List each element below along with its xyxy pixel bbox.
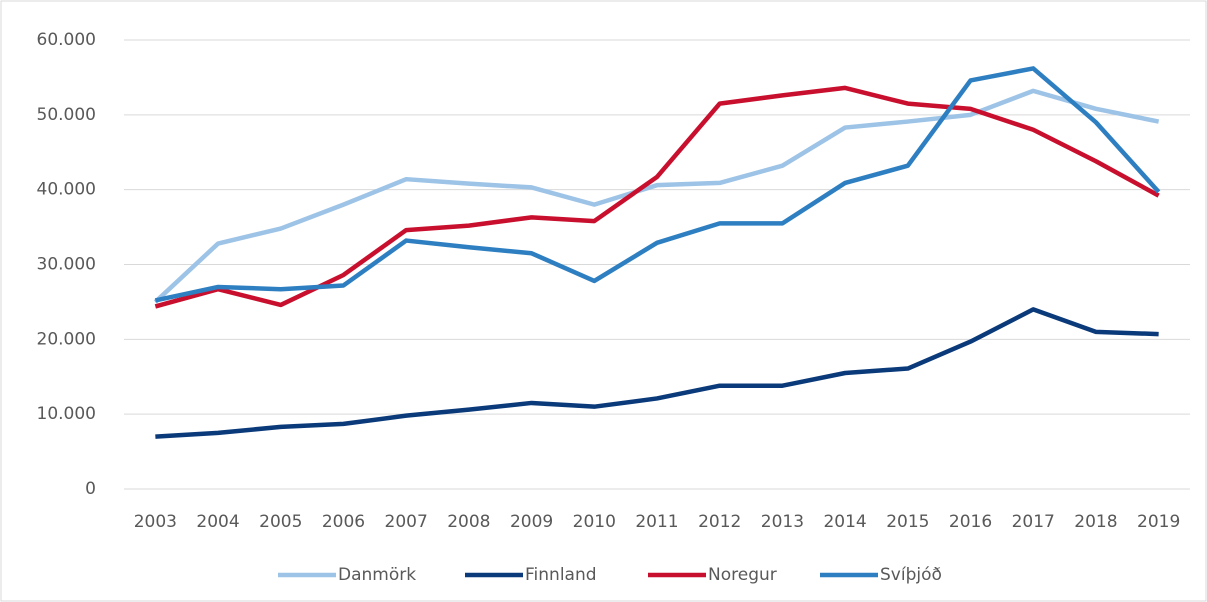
- x-tick-label: 2005: [259, 512, 302, 532]
- y-tick-label: 50.000: [37, 105, 96, 125]
- legend-label: Danmörk: [338, 565, 416, 585]
- x-tick-label: 2004: [196, 512, 239, 532]
- x-tick-label: 2017: [1012, 512, 1055, 532]
- y-tick-label: 0: [85, 479, 96, 499]
- legend-label: Noregur: [708, 565, 777, 585]
- x-tick-label: 2012: [698, 512, 741, 532]
- y-tick-label: 10.000: [37, 404, 96, 424]
- x-tick-label: 2018: [1074, 512, 1117, 532]
- series-line: [153, 88, 1160, 304]
- x-tick-label: 2006: [322, 512, 365, 532]
- x-tick-label: 2019: [1137, 512, 1180, 532]
- y-tick-label: 30.000: [37, 255, 96, 275]
- x-tick-label: 2011: [635, 512, 678, 532]
- x-tick-label: 2014: [823, 512, 866, 532]
- x-tick-label: 2016: [949, 512, 992, 532]
- x-tick-label: 2009: [510, 512, 553, 532]
- x-tick-label: 2015: [886, 512, 929, 532]
- x-tick-label: 2010: [573, 512, 616, 532]
- x-tick-label: 2008: [447, 512, 490, 532]
- y-tick-label: 40.000: [37, 180, 96, 200]
- legend-label: Finnland: [525, 565, 597, 585]
- series-line: [154, 66, 1161, 303]
- x-tick-label: 2003: [134, 512, 177, 532]
- y-tick-label: 20.000: [37, 329, 96, 349]
- series-line: [155, 307, 1159, 439]
- x-tick-label: 2013: [761, 512, 804, 532]
- y-tick-label: 60.000: [37, 30, 96, 50]
- x-tick-label: 2007: [385, 512, 428, 532]
- legend-label: Svíþjóð: [880, 565, 942, 585]
